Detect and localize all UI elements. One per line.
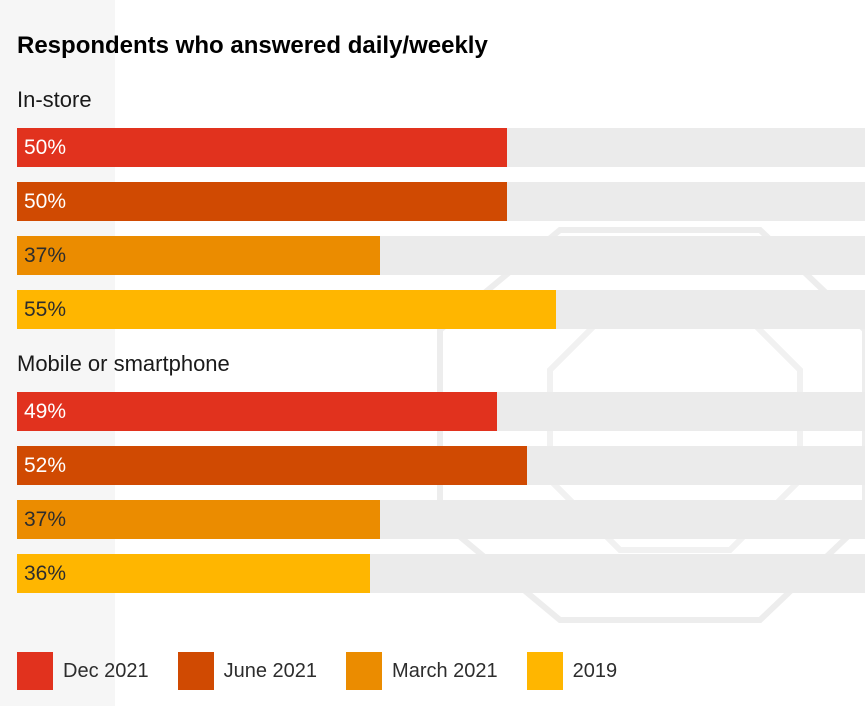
bar-value-label: 50% <box>24 190 67 213</box>
bar-track: 52% <box>17 446 865 485</box>
legend-label: March 2021 <box>392 659 498 682</box>
chart-legend: Dec 2021 June 2021 March 2021 2019 <box>17 652 646 690</box>
bar: 50% <box>17 182 507 221</box>
bar-value-label: 49% <box>24 400 67 423</box>
legend-item: March 2021 <box>346 652 498 690</box>
bar: 55% <box>17 290 556 329</box>
bar: 50% <box>17 128 507 167</box>
bar: 37% <box>17 236 380 275</box>
group-label: Mobile or smartphone <box>17 351 230 376</box>
bar-track: 37% <box>17 500 865 539</box>
bar-track: 37% <box>17 236 865 275</box>
legend-label: 2019 <box>572 659 618 682</box>
bar-value-label: 36% <box>24 562 67 585</box>
bar: 36% <box>17 554 370 593</box>
legend-item: June 2021 <box>177 652 318 690</box>
bar-value-label: 50% <box>24 136 67 159</box>
legend-swatch <box>526 652 563 690</box>
legend-swatch <box>177 652 214 690</box>
bar-value-label: 55% <box>24 298 67 321</box>
bar-track: 36% <box>17 554 865 593</box>
bar-value-label: 37% <box>24 508 67 531</box>
legend-swatch <box>17 652 53 690</box>
bar: 49% <box>17 392 497 431</box>
legend-item: 2019 <box>526 652 618 690</box>
bar-value-label: 52% <box>24 454 67 477</box>
bar-value-label: 37% <box>24 244 67 267</box>
legend-label: June 2021 <box>223 659 318 682</box>
bar-track: 50% <box>17 182 865 221</box>
bar-track: 49% <box>17 392 865 431</box>
bar-track: 50% <box>17 128 865 167</box>
bar-track: 55% <box>17 290 865 329</box>
bar: 37% <box>17 500 380 539</box>
bar: 52% <box>17 446 527 485</box>
chart-title: Respondents who answered daily/weekly <box>17 32 488 59</box>
legend-item: Dec 2021 <box>17 652 149 690</box>
legend-label: Dec 2021 <box>63 659 149 682</box>
legend-swatch <box>346 652 383 690</box>
group-label: In-store <box>17 87 92 112</box>
